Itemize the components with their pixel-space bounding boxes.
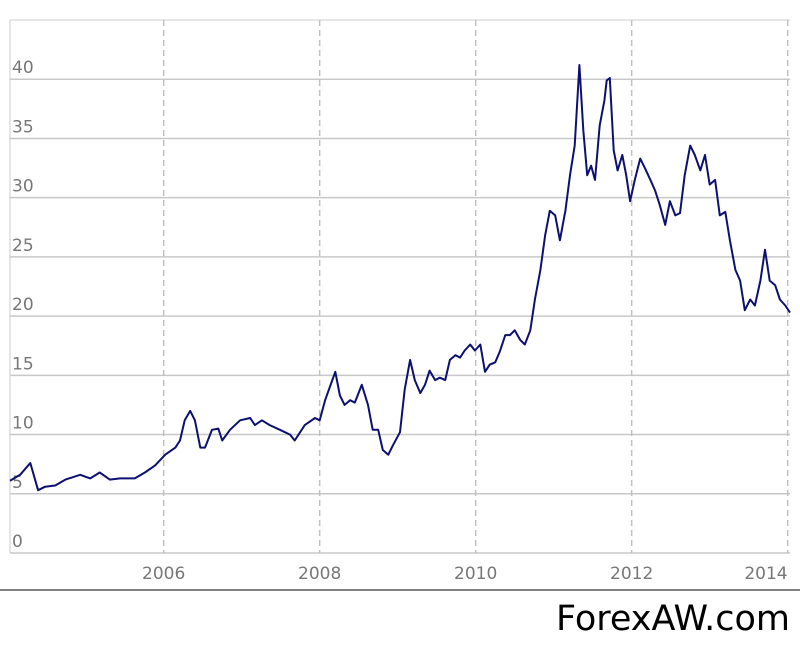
y-tick-label: 40 (12, 58, 34, 78)
y-tick-label: 15 (12, 354, 34, 374)
x-tick-label: 2010 (454, 564, 497, 584)
price-line (9, 64, 791, 492)
x-tick-label: 2012 (610, 564, 653, 584)
y-tick-label: 35 (12, 117, 34, 137)
watermark: ForexAW.com (556, 599, 790, 639)
y-tick-label: 20 (12, 295, 34, 315)
y-tick-label: 25 (12, 236, 34, 256)
x-tick-label: 2008 (298, 564, 341, 584)
x-tick-label: 2006 (142, 564, 185, 584)
y-tick-label: 5 (12, 473, 23, 493)
y-tick-label: 30 (12, 177, 34, 197)
y-tick-label: 0 (12, 532, 23, 552)
x-tick-label: 2014 (744, 564, 787, 584)
y-tick-label: 10 (12, 414, 34, 434)
